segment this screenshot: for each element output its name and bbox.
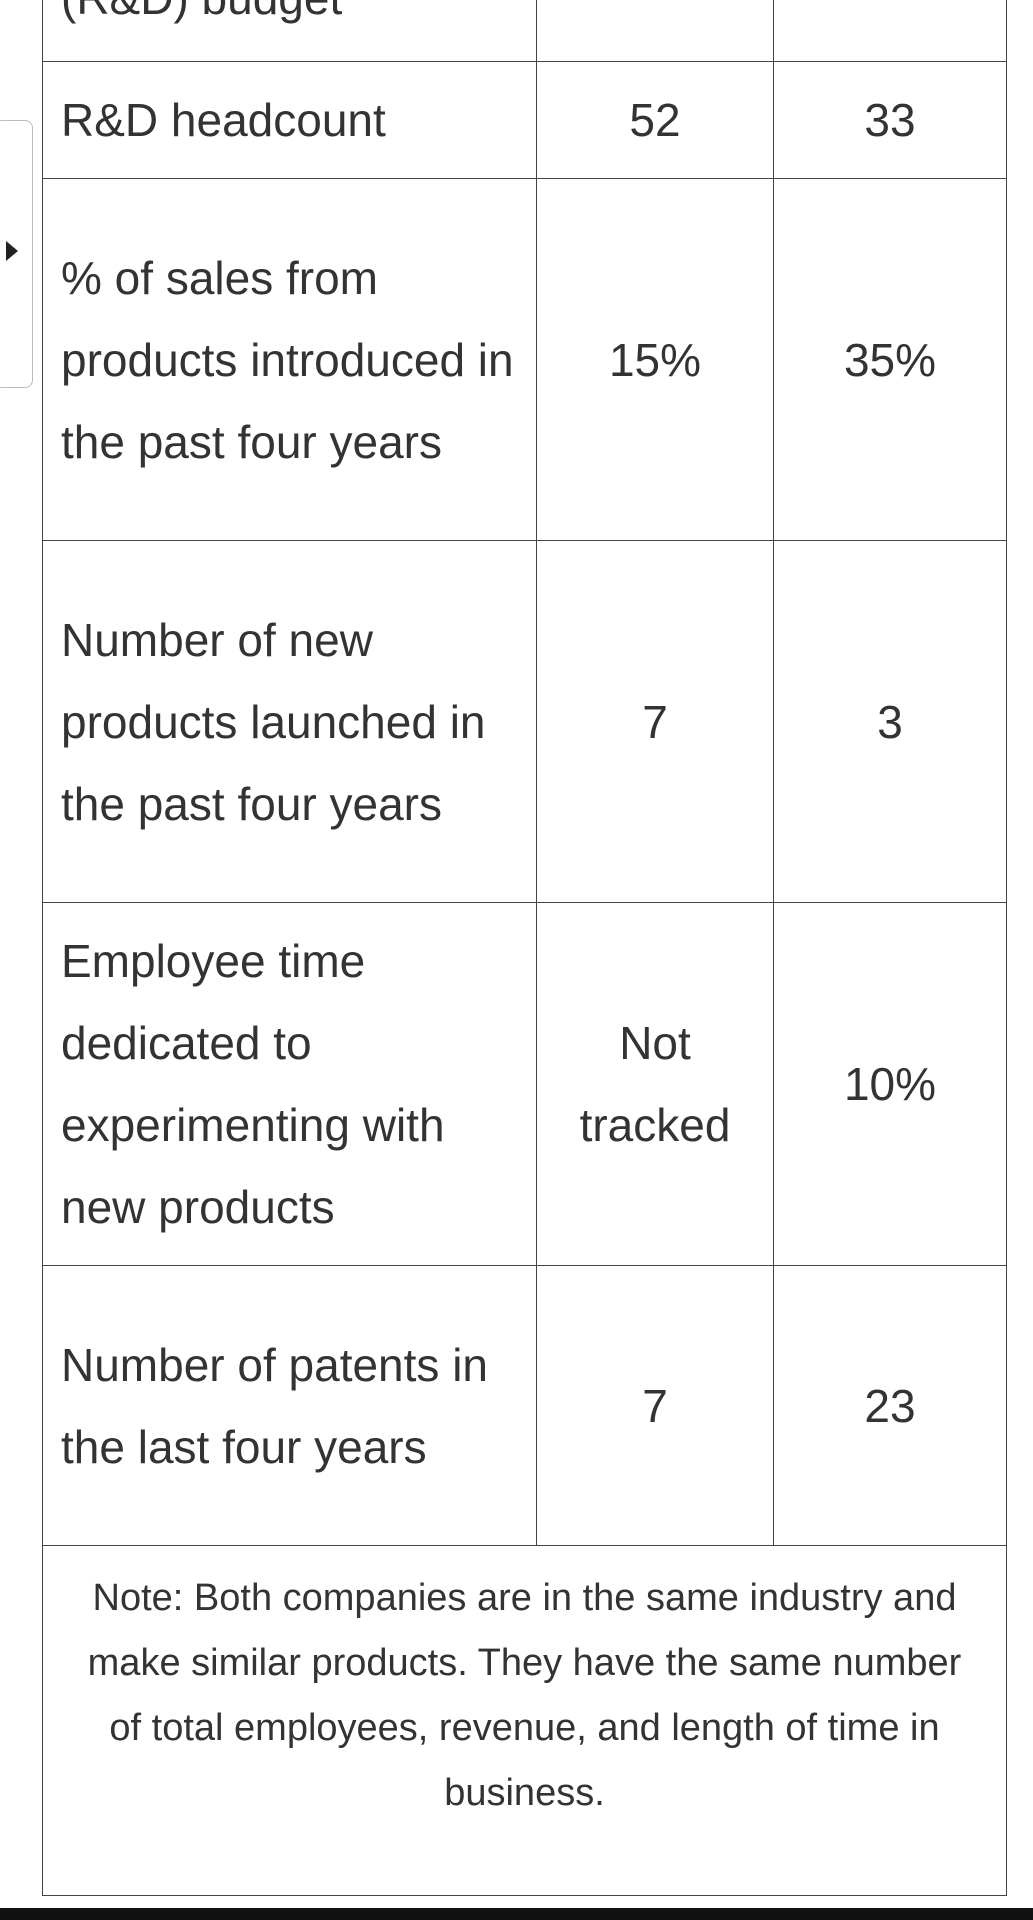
bottom-bar [0,1908,1033,1920]
cell-value: 7 [536,1265,774,1546]
row-label: Number of new products launched in the p… [42,540,537,903]
row-label: (R&D) budget [42,0,537,62]
cell-value: 23 [773,1265,1007,1546]
cell-value: Not tracked [536,902,774,1266]
cell-value: 52 [536,61,774,179]
cell-value: 7 [536,540,774,903]
row-label: Number of patents in the last four years [42,1265,537,1546]
row-label: % of sales from products introduced in t… [42,178,537,541]
expand-arrow[interactable] [6,241,18,261]
cell [536,0,774,62]
cell-value: 33 [773,61,1007,179]
cell-value: 35% [773,178,1007,541]
row-label: Employee time dedicated to experimenting… [42,902,537,1266]
row-label: R&D headcount [42,61,537,179]
table-note: Note: Both companies are in the same ind… [42,1545,1007,1896]
cell [773,0,1007,62]
cell-value: 3 [773,540,1007,903]
cell-value: 10% [773,902,1007,1266]
cell-value: 15% [536,178,774,541]
